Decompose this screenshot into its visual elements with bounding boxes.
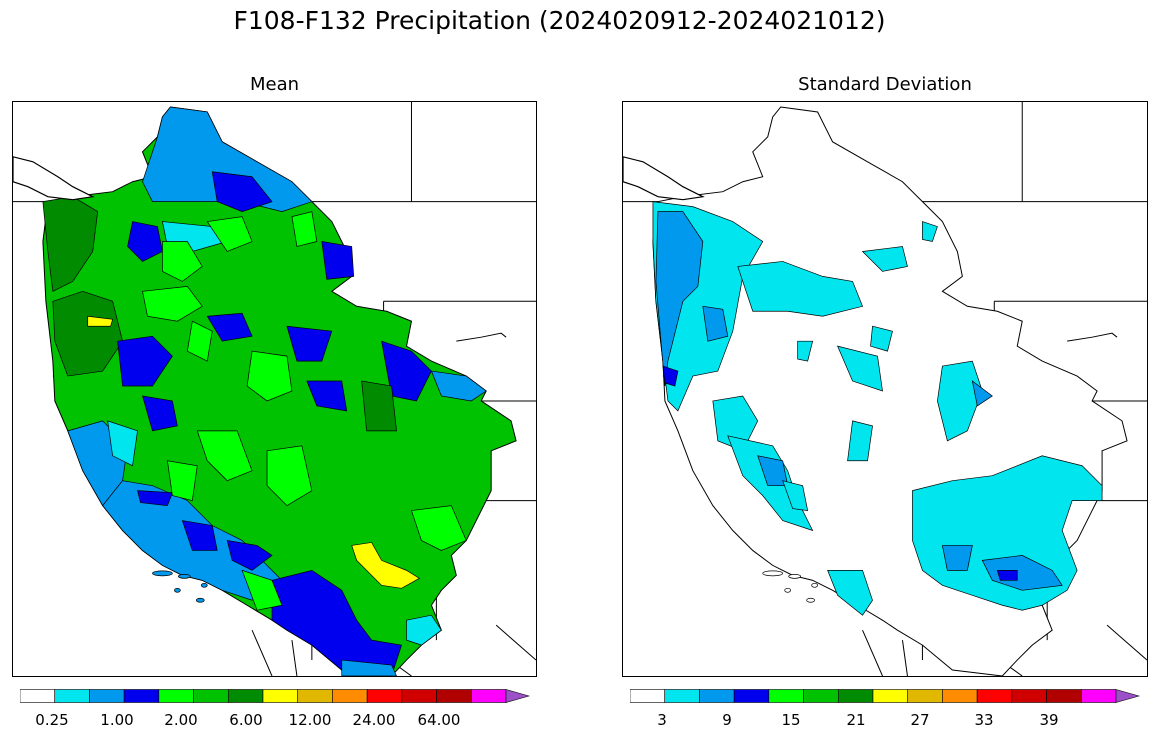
sd-colorbar-swatch [699, 689, 735, 703]
mean-tick-label: 1.00 [100, 711, 134, 729]
sd-colorbar-swatch [1011, 689, 1047, 703]
sd-map [622, 101, 1148, 677]
panel-title-sd: Standard Deviation [798, 74, 972, 95]
mean-colorbar-swatch [227, 689, 264, 703]
sd-tick-label: 9 [722, 711, 732, 729]
mean-colorbar-swatch [366, 689, 403, 703]
mean-tick-label: 0.25 [35, 711, 69, 729]
coastline [623, 156, 705, 201]
sd-colorbar-swatch [872, 689, 909, 703]
figure-title: F108-F132 Precipitation (2024020912-2024… [233, 6, 886, 35]
sd-colorbar-swatch [733, 689, 770, 703]
sd-colorbar-swatches [630, 689, 1140, 703]
mean-map [12, 101, 537, 677]
sd-colorbar-swatch [803, 689, 839, 703]
mean-colorbar-swatch [158, 689, 194, 703]
sd-tick-label: 21 [846, 711, 866, 729]
mean-colorbar-extend-arrow [505, 689, 530, 703]
mean-tick-label: 64.00 [417, 711, 461, 729]
sd-tick-label: 3 [657, 711, 667, 729]
sd-tick-label: 15 [781, 711, 801, 729]
coastline [13, 156, 95, 201]
channel-islands [762, 570, 818, 603]
sd-colorbar-swatch [837, 689, 874, 703]
mean-colorbar-swatches [20, 689, 530, 703]
mean-tick-label: 6.00 [229, 711, 263, 729]
mean-colorbar-swatch [262, 689, 299, 703]
sd-tick-label: 33 [974, 711, 994, 729]
sd-tick-label: 39 [1039, 711, 1059, 729]
panel-title-mean: Mean [249, 74, 300, 95]
sd-colorbar-swatch [664, 689, 700, 703]
sd-colorbar-swatch [768, 689, 804, 703]
mean-colorbar [20, 689, 530, 703]
mean-tick-label: 12.00 [288, 711, 332, 729]
sd-colorbar-swatch [630, 689, 666, 703]
mean-colorbar-swatch [401, 689, 437, 703]
mean-colorbar-swatch [470, 689, 507, 703]
sd-colorbar-swatch [907, 689, 943, 703]
mean-colorbar-swatch [89, 689, 125, 703]
channel-islands [152, 570, 208, 603]
mean-colorbar-swatch [20, 689, 56, 703]
mean-tick-label: 2.00 [164, 711, 198, 729]
mean-colorbar-swatch [297, 689, 333, 703]
sd-colorbar-swatch [1080, 689, 1117, 703]
mean-subbasins [42, 106, 487, 676]
sd-tick-label: 27 [910, 711, 930, 729]
mean-map-canvas [13, 102, 536, 676]
sd-colorbar-swatch [976, 689, 1013, 703]
sd-colorbar-swatch [942, 689, 978, 703]
sd-colorbar [630, 689, 1140, 703]
mean-colorbar-swatch [123, 689, 160, 703]
sd-colorbar-swatch [1046, 689, 1082, 703]
mean-colorbar-swatch [193, 689, 229, 703]
sd-map-canvas [623, 102, 1147, 676]
mean-colorbar-swatch [332, 689, 368, 703]
mean-colorbar-swatch [436, 689, 472, 703]
mean-tick-label: 24.00 [352, 711, 396, 729]
sd-subbasins [652, 201, 1103, 616]
mean-colorbar-swatch [54, 689, 90, 703]
sd-colorbar-extend-arrow [1115, 689, 1140, 703]
